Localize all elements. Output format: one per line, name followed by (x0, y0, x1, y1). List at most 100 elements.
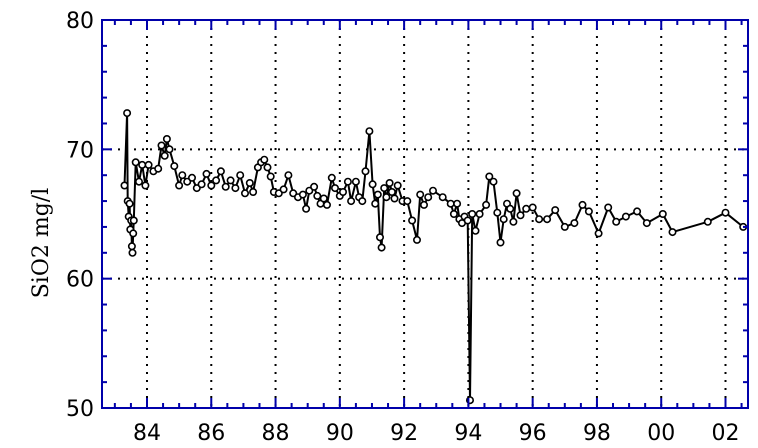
data-point (416, 190, 425, 199)
data-point (127, 242, 136, 251)
x-tick-label: 00 (647, 421, 675, 446)
x-tick-label: 02 (712, 421, 740, 446)
data-point (322, 200, 331, 209)
data-point (361, 167, 370, 176)
y-tick-label: 50 (66, 397, 94, 422)
data-point (170, 162, 179, 171)
data-point (578, 200, 587, 209)
data-point (260, 155, 269, 164)
data-point (528, 203, 537, 212)
data-point (178, 171, 187, 180)
data-point (162, 135, 171, 144)
data-point (482, 200, 491, 209)
data-point (380, 184, 389, 193)
data-point (138, 160, 147, 169)
data-point (347, 197, 356, 206)
series-line (123, 112, 744, 402)
data-point (154, 164, 163, 173)
data-point (368, 180, 377, 189)
tick-labels: 84 86 88 90 92 94 96 98 00 02 50 60 70 80 (66, 9, 740, 446)
data-point (375, 233, 384, 242)
data-point (512, 189, 521, 198)
data-point (489, 177, 498, 186)
data-point (543, 215, 552, 224)
data-point (241, 189, 250, 198)
data-point (327, 173, 336, 182)
grid-layer (102, 20, 748, 408)
data-point (516, 211, 525, 220)
data-point (129, 229, 138, 238)
data-point (522, 204, 531, 213)
data-point (330, 184, 339, 193)
data-point (129, 216, 138, 225)
y-tick-label: 60 (66, 268, 94, 293)
data-point (197, 180, 206, 189)
data-point (621, 212, 630, 221)
data-point (387, 188, 396, 197)
data-point (475, 210, 484, 219)
data-point (313, 191, 322, 200)
data-point (135, 177, 144, 186)
data-point (160, 151, 169, 160)
data-point (157, 141, 166, 150)
data-point (703, 217, 712, 226)
data-point (226, 176, 235, 185)
data-point (604, 203, 613, 212)
series-marker-layer (120, 109, 748, 405)
data-point (453, 199, 462, 208)
data-point (382, 193, 391, 202)
data-point (202, 169, 211, 178)
data-point (408, 216, 417, 225)
data-point (633, 207, 642, 216)
data-point (310, 182, 319, 191)
x-tick-label: 98 (583, 421, 611, 446)
data-point (128, 248, 137, 257)
x-tick-label: 94 (454, 421, 482, 446)
x-tick-label: 86 (197, 421, 225, 446)
data-point (266, 172, 275, 181)
data-point (125, 199, 134, 208)
data-point (509, 217, 518, 226)
data-point (463, 216, 472, 225)
data-point (358, 197, 367, 206)
data-point (141, 181, 150, 190)
data-point (668, 228, 677, 237)
data-point (338, 188, 347, 197)
data-point (263, 163, 272, 172)
data-point (535, 215, 544, 224)
data-point (245, 179, 254, 188)
plot-frame (101, 19, 749, 409)
data-point (403, 197, 412, 206)
data-point (412, 235, 421, 244)
axes-frame (101, 19, 749, 409)
data-point (424, 193, 433, 202)
data-point (221, 182, 230, 191)
x-tick-label: 90 (326, 421, 354, 446)
data-point (249, 188, 258, 197)
data-point (642, 219, 651, 228)
data-point (560, 222, 569, 231)
data-point (212, 176, 221, 185)
data-point (428, 186, 437, 195)
data-point (390, 194, 399, 203)
data-point (302, 204, 311, 213)
data-point (216, 167, 225, 176)
data-point (373, 190, 382, 199)
data-point (449, 210, 458, 219)
x-tick-label: 92 (390, 421, 418, 446)
data-point (471, 226, 480, 235)
data-point (377, 243, 386, 252)
y-axis-label: SiO2 mg/l (29, 188, 54, 299)
data-point (499, 215, 508, 224)
data-point (343, 177, 352, 186)
data-point (120, 181, 129, 190)
data-point (175, 181, 184, 190)
data-point (298, 190, 307, 199)
x-tick-label: 88 (262, 421, 290, 446)
data-point (506, 204, 515, 213)
x-tick-label: 96 (519, 421, 547, 446)
data-point (468, 210, 477, 219)
data-point (584, 207, 593, 216)
data-point (570, 219, 579, 228)
